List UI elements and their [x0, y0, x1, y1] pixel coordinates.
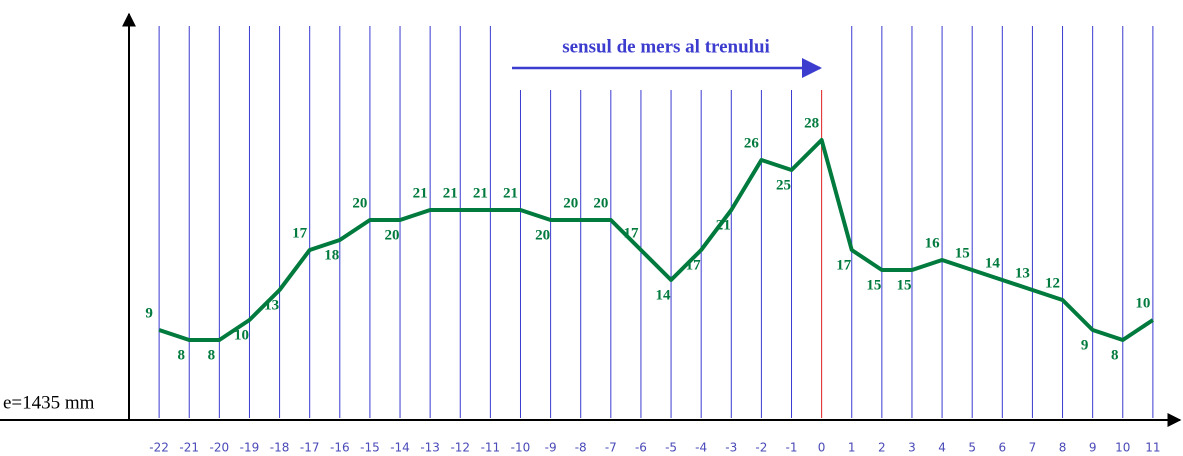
data-label: 8 [177, 347, 185, 363]
x-tick-label: -17 [300, 441, 320, 455]
data-label: 10 [234, 327, 249, 343]
x-tick-label: -21 [179, 441, 199, 455]
data-label: 21 [503, 185, 518, 201]
data-label: 8 [1111, 347, 1119, 363]
data-label: 13 [264, 297, 279, 313]
data-label: 9 [1081, 337, 1089, 353]
x-tick-label: -16 [330, 441, 350, 455]
y-axis-label: e=1435 mm [3, 392, 95, 413]
data-label: 15 [866, 277, 881, 293]
x-tick-label: 0 [818, 441, 826, 455]
x-tick-label: -22 [149, 441, 169, 455]
data-label: 17 [623, 225, 639, 241]
data-label: 21 [443, 185, 458, 201]
x-tick-label: -1 [786, 441, 798, 455]
x-tick-label: -12 [450, 441, 470, 455]
x-tick-label: -2 [755, 441, 767, 455]
x-tick-label: 4 [938, 441, 946, 455]
data-label: 15 [896, 277, 911, 293]
data-label: 9 [145, 305, 153, 321]
data-label: 10 [1135, 295, 1150, 311]
x-tick-label: -6 [635, 441, 647, 455]
x-tick-label: 11 [1145, 441, 1160, 455]
x-tick-label: -9 [545, 441, 557, 455]
x-tick-label: -20 [210, 441, 230, 455]
data-label: 17 [836, 257, 852, 273]
x-tick-label: -8 [575, 441, 587, 455]
x-tick-label: 5 [968, 441, 976, 455]
data-label: 14 [985, 255, 1001, 271]
data-label: 20 [535, 227, 550, 243]
x-tick-label: -13 [420, 441, 440, 455]
data-label: 17 [292, 225, 308, 241]
annotation: sensul de mers al trenului [562, 36, 770, 57]
x-tick-label: 2 [878, 441, 886, 455]
data-label: 25 [776, 177, 791, 193]
x-tick-label: -14 [390, 441, 410, 455]
data-label: 21 [413, 185, 428, 201]
x-tick-label: -7 [605, 441, 617, 455]
data-label: 21 [716, 217, 731, 233]
data-label: 28 [804, 115, 819, 131]
x-tick-label: 1 [848, 441, 856, 455]
x-tick-label: 7 [1029, 441, 1037, 455]
data-label: 20 [352, 195, 367, 211]
x-tick-label: -11 [481, 441, 501, 455]
x-tick-label: -18 [270, 441, 290, 455]
x-tick-label: 9 [1089, 441, 1097, 455]
data-label: 13 [1015, 265, 1030, 281]
x-tick-label: -10 [511, 441, 531, 455]
data-label: 20 [563, 195, 578, 211]
data-label: 12 [1045, 275, 1060, 291]
data-label: 15 [955, 245, 970, 261]
data-label: 18 [324, 247, 339, 263]
grid [158, 26, 1154, 418]
data-label: 20 [593, 195, 608, 211]
x-tick-label: 10 [1115, 441, 1130, 455]
x-tick-label: -4 [695, 441, 707, 455]
x-tick-label: 6 [998, 441, 1006, 455]
data-label: 21 [473, 185, 488, 201]
data-label: 26 [744, 135, 760, 151]
x-tick-label: -15 [360, 441, 380, 455]
data-label: 20 [385, 227, 400, 243]
data-line [158, 138, 1154, 342]
x-tick-label: 3 [908, 441, 916, 455]
data-label: 17 [686, 257, 702, 273]
x-tick-label: -19 [240, 441, 260, 455]
data-label: 16 [925, 235, 941, 251]
x-tick-label: -3 [725, 441, 737, 455]
x-tick-label: -5 [665, 441, 677, 455]
x-tick-label: 8 [1059, 441, 1067, 455]
data-label: 8 [208, 347, 216, 363]
data-label: 14 [656, 287, 672, 303]
